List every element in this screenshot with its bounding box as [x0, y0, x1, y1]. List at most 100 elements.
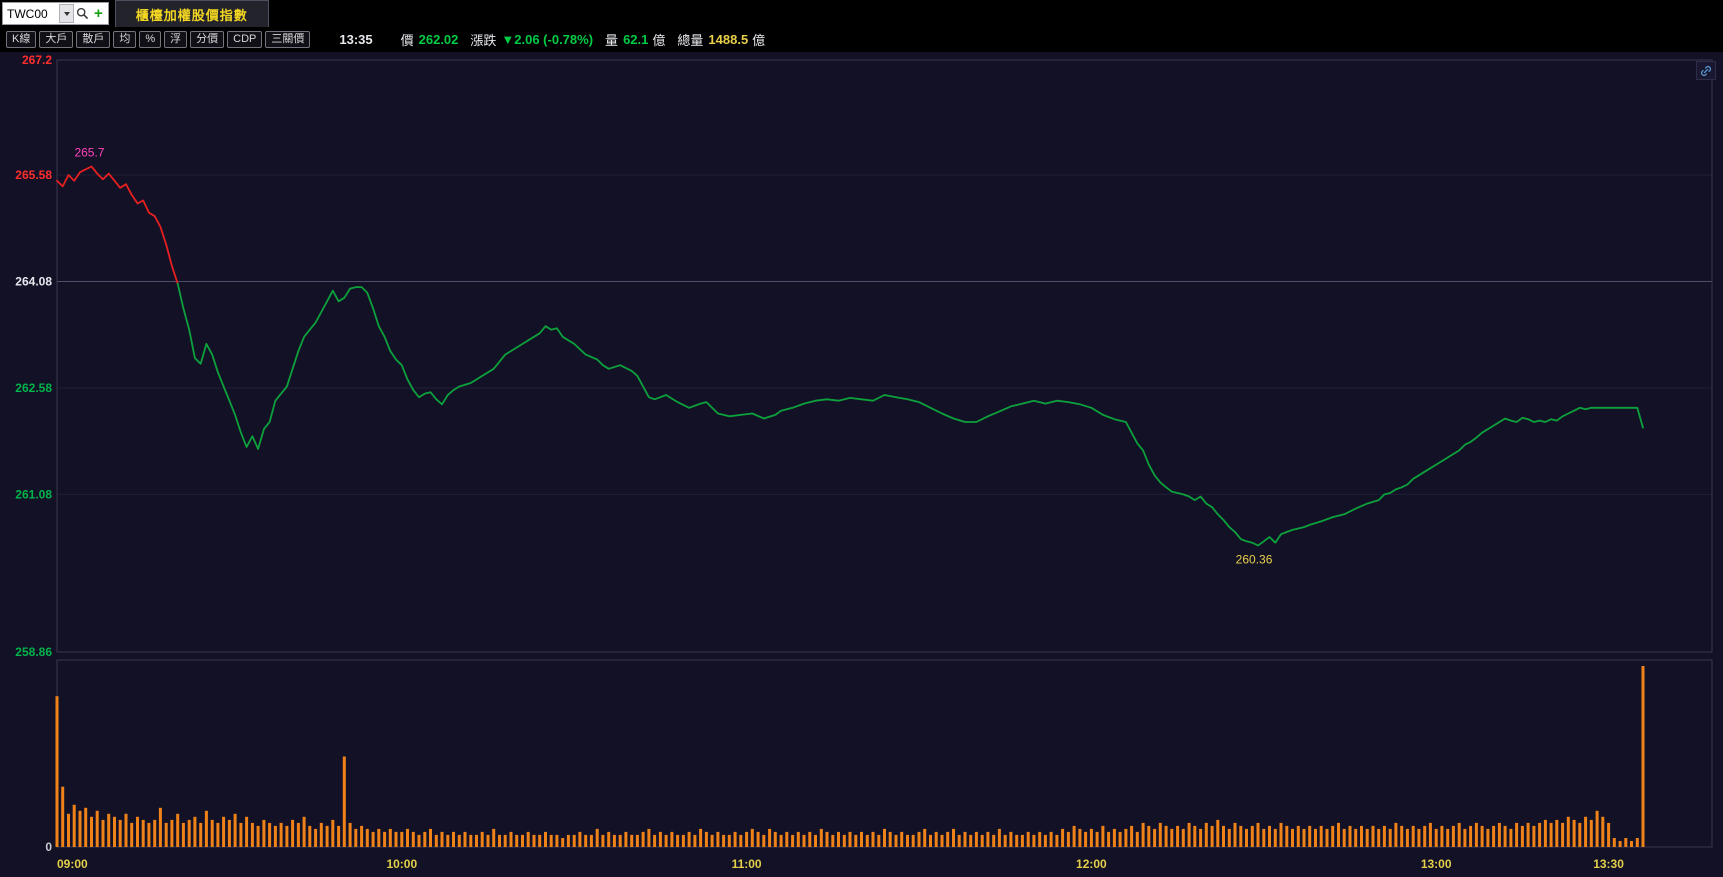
volume-bar — [1497, 822, 1501, 847]
volume-bar — [566, 834, 570, 847]
volume-bar — [417, 834, 421, 847]
toolbar-button-retail[interactable]: 散戶 — [76, 31, 111, 48]
volume-bar — [584, 834, 588, 847]
volume-bar — [871, 831, 875, 847]
volume-bar — [95, 810, 99, 847]
quote-total-label: 總量 — [677, 33, 704, 48]
volume-bar — [1009, 831, 1013, 847]
volume-bar — [1135, 831, 1139, 847]
volume-bar — [371, 831, 375, 847]
volume-bar — [653, 834, 657, 847]
volume-bar — [181, 822, 185, 847]
top-bar: + 櫃檯加權股價指數 — [0, 0, 1723, 27]
volume-bar — [940, 834, 944, 847]
volume-bar — [532, 834, 536, 847]
volume-bar — [1124, 828, 1128, 847]
volume-bar — [136, 816, 139, 847]
volume-bar — [722, 834, 726, 847]
volume-bar — [1578, 822, 1582, 847]
volume-bar — [1589, 819, 1593, 847]
volume-bar — [434, 834, 438, 847]
volume-bar — [1566, 816, 1570, 847]
search-button[interactable] — [74, 5, 91, 22]
volume-bar — [618, 834, 622, 847]
volume-bar — [480, 831, 484, 847]
volume-bar — [78, 810, 82, 847]
y-axis-label: 262.58 — [15, 381, 52, 395]
tab-index-chart[interactable]: 櫃檯加權股價指數 — [114, 0, 269, 27]
volume-bar — [1325, 828, 1329, 847]
volume-bar — [1210, 825, 1214, 847]
volume-bar — [1147, 825, 1151, 847]
volume-bar — [423, 831, 427, 847]
volume-bar — [796, 831, 800, 847]
volume-bar — [773, 831, 777, 847]
quote-total-unit: 億 — [752, 33, 766, 48]
volume-bar — [446, 834, 450, 847]
volume-bar — [791, 834, 795, 847]
volume-bar — [1003, 834, 1007, 847]
volume-bar — [1107, 831, 1111, 847]
volume-bar — [1130, 825, 1134, 847]
volume-bar — [1595, 810, 1599, 847]
volume-bar — [986, 831, 990, 847]
volume-bar — [1176, 825, 1180, 847]
toolbar-button-float[interactable]: 浮 — [164, 31, 188, 48]
toolbar-button-cdp[interactable]: CDP — [227, 31, 263, 48]
volume-bar — [302, 816, 306, 847]
symbol-dropdown-button[interactable] — [59, 4, 74, 23]
volume-bar — [1371, 825, 1375, 847]
volume-bar — [848, 831, 852, 847]
volume-bar — [383, 831, 387, 847]
volume-bar — [739, 834, 743, 847]
volume-bar — [1101, 825, 1105, 847]
volume-bar — [1262, 828, 1266, 847]
volume-bar — [647, 828, 651, 847]
intraday-chart-canvas[interactable]: 267.2 265.58 264.08 262.58 261.08 258.86 0 09:0… — [0, 52, 1723, 877]
volume-bar — [291, 819, 295, 847]
volume-bar — [1337, 822, 1340, 847]
volume-bar — [974, 831, 978, 847]
volume-bar — [1394, 822, 1398, 847]
quote-change: ▼2.06 (-0.78%) — [501, 32, 594, 47]
volume-bar — [67, 813, 70, 847]
volume-bar — [268, 822, 272, 847]
volume-bar — [802, 834, 806, 847]
volume-bar — [1480, 825, 1484, 847]
volume-bar — [256, 825, 260, 847]
toolbar-button-avg[interactable]: 均 — [113, 31, 137, 48]
volume-bar — [394, 831, 398, 847]
volume-bar — [601, 834, 605, 847]
link-button[interactable] — [1696, 61, 1716, 80]
volume-bar — [1043, 834, 1047, 847]
volume-bar — [187, 819, 191, 847]
toolbar-button-percent[interactable]: % — [139, 31, 162, 48]
x-axis-label: 13:30 — [1593, 857, 1624, 871]
volume-bar — [1572, 819, 1576, 847]
volume-bar — [1440, 825, 1444, 847]
volume-bar — [314, 828, 318, 847]
volume-bar — [325, 825, 329, 847]
volume-bar — [1078, 828, 1082, 847]
volume-bar — [61, 786, 65, 847]
volume-bar — [860, 831, 863, 847]
volume-bar — [1066, 831, 1070, 847]
toolbar-button-kline[interactable]: K線 — [6, 31, 37, 48]
symbol-input[interactable] — [5, 6, 59, 21]
volume-bar — [1250, 825, 1254, 847]
volume-bar — [1314, 828, 1317, 847]
volume-bar — [1405, 828, 1409, 847]
volume-bar — [475, 834, 478, 847]
toolbar-button-bigplayer[interactable]: 大戶 — [39, 31, 74, 48]
y-axis-label: 258.86 — [15, 645, 52, 659]
volume-bar — [906, 834, 909, 847]
volume-bar — [969, 834, 973, 847]
volume-bar — [768, 828, 772, 847]
volume-bar — [1055, 834, 1059, 847]
toolbar-button-threegate[interactable]: 三關價 — [265, 31, 311, 48]
add-symbol-button[interactable]: + — [94, 5, 103, 22]
toolbar-button-price-dist[interactable]: 分價 — [190, 31, 225, 48]
volume-bar — [245, 816, 249, 847]
volume-bar — [779, 834, 783, 847]
volume-bar — [222, 816, 226, 847]
